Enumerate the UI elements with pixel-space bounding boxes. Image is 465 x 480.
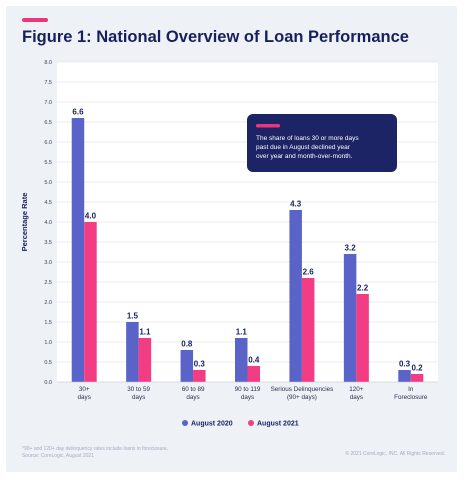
data-label: 0.3 [399,360,411,369]
x-tick-label: days [132,394,145,401]
y-axis-label: Percentage Rate [20,193,29,252]
bar-aug-2021 [138,338,152,382]
data-label: 1.1 [139,328,151,337]
data-label: 3.2 [345,244,357,253]
data-label: 0.3 [194,360,206,369]
bar-aug-2020 [180,350,194,382]
y-tick-label: 2.5 [44,280,52,286]
y-tick-label: 3.5 [44,240,52,246]
bar-aug-2020 [289,210,302,382]
data-label: 0.2 [411,364,423,373]
y-tick-label: 6.0 [44,140,52,146]
bar-aug-2020 [343,254,357,382]
y-tick-label: 6.5 [44,120,52,126]
x-tick-label: Serious Delinquencies [271,386,334,393]
data-label: 2.6 [303,268,315,277]
y-tick-label: 0.5 [44,360,52,366]
copyright: © 2021 CoreLogic, INC. All Rights Reserv… [345,451,445,457]
data-label: 1.1 [236,328,248,337]
data-label: 0.4 [248,356,260,365]
y-tick-label: 7.5 [44,80,52,86]
y-tick-label: 3.0 [44,260,52,266]
data-label: 0.8 [181,340,193,349]
bar-aug-2020 [126,322,139,382]
data-label: 4.3 [290,200,302,209]
bar-aug-2021 [193,370,206,382]
y-tick-label: 5.5 [44,160,52,166]
x-tick-label: 30+ [79,386,90,393]
y-tick-label: 4.0 [44,220,52,226]
x-tick-label: 30 to 59 [127,386,150,393]
y-tick-label: 1.0 [44,340,52,346]
data-label: 2.2 [357,284,369,293]
x-tick-label: days [186,394,199,401]
callout-box [247,114,397,172]
title-accent-bar [22,18,48,22]
x-tick-label: In [408,386,414,393]
bar-aug-2021 [356,294,369,382]
legend-label: August 2021 [257,421,299,428]
y-tick-label: 5.0 [44,180,52,186]
data-label: 4.0 [85,212,97,221]
x-tick-label: days [78,394,91,401]
y-tick-label: 7.0 [44,100,52,106]
bar-aug-2021 [84,222,97,382]
callout-text: The share of loans 30 or more days [256,135,359,142]
bar-aug-2020 [235,338,248,382]
page-title: Figure 1: National Overview of Loan Perf… [22,28,409,46]
bar-aug-2021 [410,374,424,382]
y-tick-label: 8.0 [44,60,52,66]
y-tick-label: 0.0 [44,380,52,386]
x-tick-label: (90+ days) [287,394,317,401]
bar-aug-2021 [247,366,260,382]
y-tick-label: 1.5 [44,320,52,326]
callout-accent-bar [256,124,280,128]
x-tick-label: 60 to 89 [182,386,205,393]
y-tick-label: 4.5 [44,200,52,206]
footnote: *90+ and 120+ day delinquency rates incl… [22,446,168,460]
x-tick-label: days [241,394,254,401]
x-tick-label: Foreclosure [394,394,428,401]
x-tick-label: days [350,394,363,401]
bar-aug-2020 [398,370,411,382]
x-tick-label: 90 to 119 [235,386,261,393]
y-tick-label: 2.0 [44,300,52,306]
legend-swatch-aug-2021 [248,420,254,426]
footnote-source: Source: CoreLogic, August 2021 [22,453,94,459]
bar-aug-2020 [71,118,85,382]
footnote-delinquency-note: *90+ and 120+ day delinquency rates incl… [22,446,169,452]
callout-text: past due in August declined year [256,144,351,151]
legend-swatch-aug-2020 [182,420,188,426]
bar-aug-2021 [301,278,315,382]
x-tick-label: 120+ [349,386,364,393]
callout-text: over year and month-over-month. [256,153,353,160]
data-label: 6.6 [72,108,84,117]
legend-label: August 2020 [191,421,233,428]
data-label: 1.5 [127,312,139,321]
